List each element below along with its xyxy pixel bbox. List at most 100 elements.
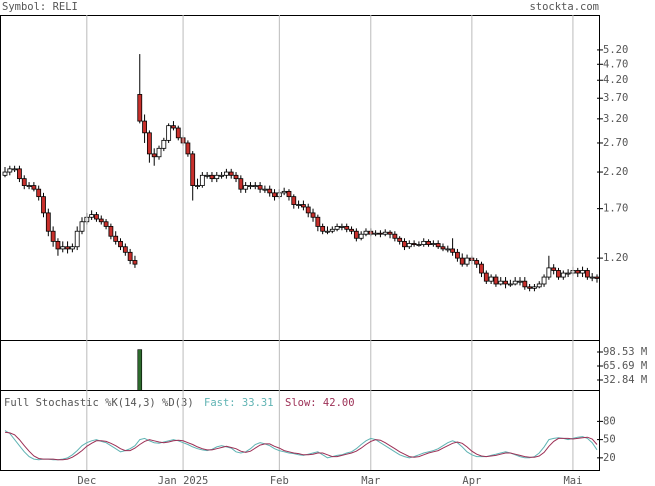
candle-body bbox=[74, 230, 80, 248]
candle-body bbox=[252, 185, 258, 187]
volume-panel bbox=[0, 340, 600, 391]
candle-body bbox=[503, 280, 508, 285]
candle-body bbox=[450, 248, 456, 253]
candle-body bbox=[560, 272, 566, 278]
candle-body bbox=[541, 276, 547, 285]
candle-body bbox=[122, 246, 128, 253]
candle-body bbox=[137, 94, 143, 122]
candle-body bbox=[41, 196, 46, 214]
candle-body bbox=[199, 174, 205, 186]
candle-body bbox=[60, 246, 66, 250]
candle-body bbox=[344, 226, 350, 230]
stochastic-tick-label: 50 bbox=[603, 434, 616, 446]
candle-body bbox=[358, 233, 364, 239]
candle-body bbox=[262, 188, 268, 191]
candle-body bbox=[556, 270, 561, 278]
candle-body bbox=[36, 188, 42, 198]
candle-body bbox=[512, 280, 518, 285]
candle-body bbox=[546, 267, 552, 278]
candle-body bbox=[223, 171, 229, 176]
candle-body bbox=[421, 240, 427, 245]
candle-body bbox=[219, 174, 224, 177]
candle-body bbox=[17, 168, 22, 180]
candle-body bbox=[353, 230, 359, 239]
stochastic-line bbox=[4, 431, 598, 461]
candle-body bbox=[575, 270, 581, 274]
candle-body bbox=[430, 243, 436, 245]
fast-label: Fast: 33.31 bbox=[204, 397, 274, 409]
candle-body bbox=[166, 125, 172, 141]
x-tick-label: Feb bbox=[270, 475, 289, 486]
slow-label: Slow: 42.00 bbox=[285, 397, 355, 409]
volume-tick-label: 98.53 M bbox=[603, 346, 647, 358]
stochastic-line bbox=[4, 430, 598, 461]
candle-body bbox=[339, 226, 345, 228]
candle-body bbox=[315, 216, 321, 227]
price-panel bbox=[0, 15, 600, 341]
candle-body bbox=[459, 257, 465, 265]
candle-body bbox=[108, 226, 114, 237]
candle-body bbox=[532, 286, 537, 289]
x-tick-label: Mar bbox=[361, 475, 380, 486]
candle-body bbox=[281, 190, 287, 194]
candle-body bbox=[445, 248, 451, 251]
stochastic-title: Full Stochastic %K(14,3) %D(3) bbox=[4, 397, 194, 409]
x-tick-label: Dec bbox=[77, 475, 96, 486]
candle-body bbox=[228, 171, 234, 176]
candle-body bbox=[305, 206, 311, 214]
candle-body bbox=[118, 240, 123, 248]
candle-body bbox=[498, 280, 504, 285]
candle-body bbox=[551, 267, 557, 271]
candle-body bbox=[440, 246, 446, 250]
candle-body bbox=[2, 171, 8, 176]
candle-body bbox=[185, 142, 191, 155]
candle-body bbox=[272, 192, 277, 198]
candle-body bbox=[233, 174, 239, 180]
candle-body bbox=[45, 212, 51, 232]
candle-body bbox=[132, 260, 138, 265]
candle-body bbox=[320, 226, 326, 232]
candle-body bbox=[12, 168, 18, 171]
chart-title: Symbol: RELI bbox=[2, 1, 78, 13]
candle-body bbox=[584, 270, 590, 278]
candle-body bbox=[26, 185, 32, 187]
candle-body bbox=[94, 214, 99, 220]
candle-body bbox=[65, 246, 70, 250]
candle-body bbox=[522, 280, 528, 288]
candle-body bbox=[479, 263, 484, 274]
candle-body bbox=[387, 231, 393, 235]
candle-body bbox=[373, 232, 379, 235]
y-tick-label: 1.70 bbox=[603, 203, 628, 215]
candle-body bbox=[378, 232, 383, 235]
source: stockta.com bbox=[529, 1, 599, 13]
candle-body bbox=[435, 243, 441, 248]
candle-body bbox=[7, 168, 13, 173]
candle-body bbox=[286, 190, 292, 198]
candle-body bbox=[589, 276, 595, 279]
candle-body bbox=[406, 243, 412, 248]
candle-body bbox=[98, 218, 104, 223]
stochastic-panel bbox=[0, 390, 600, 471]
candle-body bbox=[536, 283, 542, 288]
candle-body bbox=[329, 228, 335, 232]
x-tick-label: Mai bbox=[563, 475, 582, 486]
candle-body bbox=[296, 204, 301, 206]
candle-body bbox=[349, 228, 354, 232]
candle-body bbox=[392, 233, 398, 239]
candle-body bbox=[291, 196, 297, 205]
candle-body bbox=[142, 120, 147, 134]
candle-body bbox=[426, 240, 431, 245]
candle-body bbox=[89, 214, 95, 218]
candle-body bbox=[171, 125, 176, 129]
candle-body bbox=[507, 283, 513, 286]
x-tick-label: Apr bbox=[462, 475, 481, 486]
candle-body bbox=[382, 231, 388, 235]
candle-body bbox=[580, 270, 585, 274]
candle-body bbox=[156, 147, 162, 158]
y-tick-label: 2.20 bbox=[603, 166, 628, 178]
candle-body bbox=[127, 251, 133, 261]
candle-body bbox=[151, 153, 157, 158]
stochastic-tick-label: 80 bbox=[603, 415, 616, 427]
candle-body bbox=[161, 139, 167, 149]
candle-body bbox=[209, 174, 215, 180]
